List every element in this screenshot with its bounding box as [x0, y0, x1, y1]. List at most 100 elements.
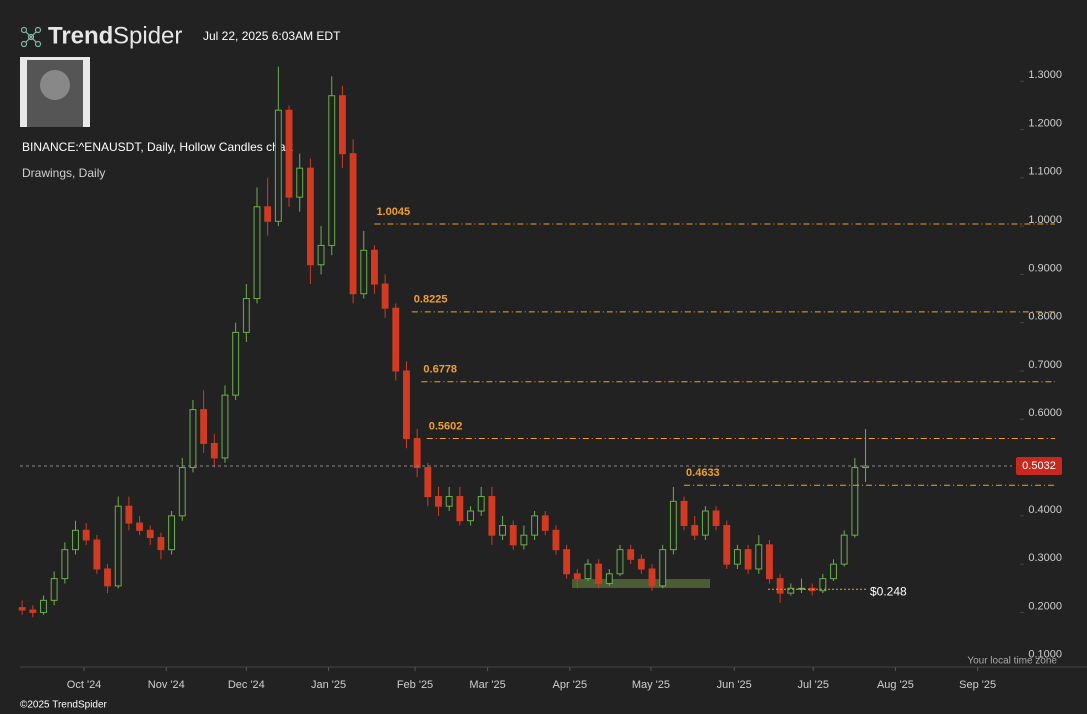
logo-icon	[20, 26, 42, 48]
candle-body	[296, 167, 304, 198]
candle-body	[616, 549, 624, 575]
candle-body	[146, 529, 154, 539]
candle-body	[104, 568, 111, 587]
candle-body	[168, 515, 176, 551]
last-price-label: 0.5032	[1022, 460, 1056, 472]
candle-body	[830, 563, 837, 580]
candle-body	[125, 505, 133, 524]
candle-body	[691, 525, 699, 536]
y-tick-label: 0.7000	[1028, 359, 1062, 371]
support-label: $0.248	[870, 584, 907, 598]
x-tick-label: Aug '25	[877, 679, 914, 691]
candle-body	[541, 515, 549, 531]
fib-label: 0.4633	[686, 467, 720, 479]
y-tick-label: 1.2000	[1028, 117, 1062, 129]
candle-body	[232, 331, 240, 396]
candle-body	[787, 587, 795, 594]
y-tick-label: 1.1000	[1028, 166, 1062, 178]
timestamp: Jul 22, 2025 6:03AM EDT	[203, 29, 341, 43]
x-tick-label: Apr '25	[553, 679, 588, 691]
candle-body	[637, 558, 645, 570]
timezone-note: Your local time zone	[967, 656, 1057, 667]
candle-body	[595, 563, 603, 584]
candle-body	[306, 167, 314, 266]
candle-body	[669, 500, 677, 551]
candle-body	[82, 529, 90, 541]
candle-body	[381, 283, 389, 309]
candle-body	[499, 525, 506, 536]
candle-body	[744, 549, 752, 570]
brand-bold: Trend	[48, 22, 113, 49]
candle-body	[435, 496, 442, 507]
candle-body	[371, 249, 378, 285]
x-tick-label: Dec '24	[228, 679, 265, 691]
candle-body	[552, 529, 560, 551]
candle-body	[61, 549, 69, 580]
candle-body	[445, 496, 453, 507]
candle-body	[328, 95, 336, 246]
footer: ©2025 TrendSpider	[20, 700, 108, 711]
chart-subtitle: Drawings, Daily	[22, 166, 105, 180]
candle-body	[317, 244, 325, 266]
x-tick-label: May '25	[632, 679, 670, 691]
candle-body	[413, 438, 421, 469]
candle-body	[563, 549, 571, 575]
candle-body	[242, 298, 250, 333]
candle-body	[531, 515, 539, 536]
candle-body	[776, 578, 784, 594]
candle-body	[723, 525, 731, 565]
candle-body	[680, 500, 688, 527]
y-tick-label: 0.4000	[1028, 504, 1062, 516]
candle-body	[520, 534, 528, 546]
y-tick-label: 0.3000	[1028, 552, 1062, 564]
candle-body	[659, 549, 667, 587]
candle-body	[360, 249, 368, 295]
demand-zone	[572, 579, 710, 588]
fib-label: 0.6778	[423, 364, 457, 376]
y-tick-label: 0.2000	[1028, 600, 1062, 612]
x-tick-label: Jul '25	[797, 679, 828, 691]
candle-body	[349, 153, 357, 295]
candle-body	[157, 537, 165, 551]
fib-label: 0.5602	[429, 420, 463, 432]
candle-body	[40, 599, 47, 613]
candle-body	[114, 505, 122, 587]
candle-body	[338, 95, 346, 155]
fib-label: 0.8225	[414, 294, 448, 306]
candle-body	[819, 578, 827, 592]
candle-body	[72, 529, 79, 551]
candle-body	[456, 496, 464, 522]
chart-title: BINANCE:^ENAUSDT, Daily, Hollow Candles …	[22, 140, 293, 154]
candle-body	[584, 563, 592, 580]
y-tick-label: 0.9000	[1028, 262, 1062, 274]
y-tick-label: 1.3000	[1028, 69, 1062, 81]
candle-body	[210, 442, 218, 459]
candle-body	[50, 578, 58, 601]
candle-body	[862, 465, 869, 469]
candle-body	[274, 109, 282, 222]
x-tick-label: Mar '25	[469, 679, 505, 691]
candle-body	[733, 549, 741, 565]
candle-body	[467, 510, 474, 522]
candle-body	[851, 467, 859, 536]
last-price-badge	[1016, 457, 1062, 476]
candle-body	[701, 510, 709, 536]
candle-body	[712, 510, 720, 527]
candle-body	[200, 409, 208, 444]
candle-body	[488, 496, 496, 536]
candle-body	[627, 549, 635, 560]
candle-body	[648, 568, 656, 587]
candle-body	[285, 109, 293, 198]
brand-light: Spider	[113, 22, 182, 49]
candle-body	[221, 394, 229, 459]
x-tick-label: Feb '25	[397, 679, 433, 691]
candle-body	[840, 534, 848, 565]
candle-body	[29, 609, 37, 613]
candle-body	[392, 307, 400, 372]
candle-body	[605, 573, 613, 584]
x-tick-label: Jan '25	[311, 679, 346, 691]
candle-body	[178, 467, 186, 517]
candle-body	[424, 467, 432, 498]
candle-body	[477, 496, 485, 512]
